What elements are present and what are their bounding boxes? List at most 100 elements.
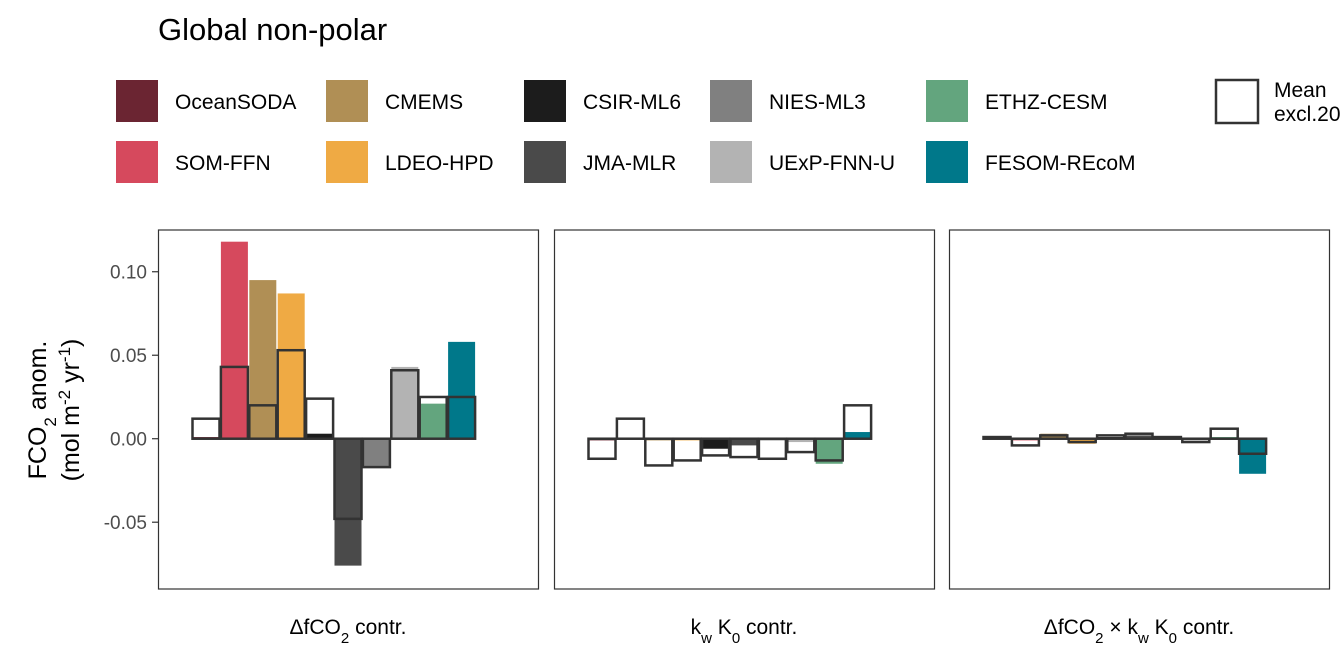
legend-swatch-oceansoda	[116, 80, 158, 122]
legend-swatch-ldeo-hpd	[326, 141, 368, 183]
mean-bar-csir-ml6	[304, 397, 335, 440]
legend-item-jma-mlr: JMA-MLR	[524, 141, 676, 183]
panel-3: ΔfCO2 × kw K0 contr.	[948, 229, 1331, 647]
bar-csir-ml6	[702, 438, 730, 449]
mean-bar-nies-ml3	[361, 437, 392, 469]
legend-label-ldeo-hpd: LDEO-HPD	[385, 152, 494, 175]
panel-mean-bars	[982, 427, 1268, 455]
legend: OceanSODA SOM-FFN CMEMS LDEO-HPD CSIR-ML6 JMA…	[116, 78, 1341, 183]
mean-bar-uexp-fnn-u	[786, 437, 816, 454]
mean-bar-uexp-fnn-u	[1181, 437, 1211, 444]
mean-bar-oceansoda	[982, 435, 1012, 440]
y-axis-label-units: (mol m-2 yr-1)	[55, 339, 86, 482]
mean-bar-som-ffn	[1010, 437, 1041, 447]
y-axis-label: FCO2 anom.	[24, 341, 60, 480]
mean-bar-jma-mlr	[729, 437, 759, 459]
y-tick-label: 0.05	[110, 346, 147, 367]
legend-label-mean-line2: excl.20	[1274, 103, 1341, 126]
legend-label-ethz-cesm: ETHZ-CESM	[985, 91, 1108, 114]
mean-bar-oceansoda	[191, 417, 221, 440]
mean-bar-ethz-cesm	[1209, 427, 1239, 440]
mean-bar-nies-ml3	[757, 437, 788, 461]
legend-item-cmems: CMEMS	[326, 80, 463, 122]
mean-bar-nies-ml3	[1152, 435, 1183, 440]
legend-item-nies-ml3: NIES-ML3	[710, 80, 866, 122]
mean-bar-uexp-fnn-u	[390, 369, 420, 440]
mean-bar-jma-mlr	[333, 437, 363, 521]
panel-frame	[948, 229, 1331, 590]
panel-frame	[553, 229, 936, 590]
mean-bar-fesom-recom	[1237, 437, 1268, 455]
mean-bar-csir-ml6	[700, 437, 731, 457]
mean-bar-cmems	[248, 404, 278, 440]
panel-label: kw K0 contr.	[691, 616, 798, 647]
legend-swatch-fesom-recom	[926, 141, 968, 183]
legend-swatch-som-ffn	[116, 141, 158, 183]
panels: ΔfCO2 contr. kw K0 contr. ΔfCO2 × kw K0 co…	[157, 229, 1331, 647]
legend-label-jma-mlr: JMA-MLR	[583, 152, 676, 175]
legend-label-nies-ml3: NIES-ML3	[769, 91, 866, 114]
mean-bar-fesom-recom	[842, 404, 873, 440]
legend-item-oceansoda: OceanSODA	[116, 80, 296, 122]
panel-1: ΔfCO2 contr.	[157, 229, 540, 647]
legend-item-ethz-cesm: ETHZ-CESM	[926, 80, 1108, 122]
bar-ldeo-hpd	[277, 293, 305, 439]
bar-fesom-recom	[448, 341, 476, 439]
y-axis: -0.05 0.00 0.05 0.10 FCO2 anom.(mol m-2 yr-1…	[24, 263, 158, 534]
legend-swatch-jma-mlr	[524, 141, 566, 183]
legend-label-oceansoda: OceanSODA	[175, 91, 296, 114]
mean-bar-ldeo-hpd	[672, 437, 702, 462]
mean-bar-jma-mlr	[1124, 432, 1154, 440]
mean-bar-csir-ml6	[1095, 434, 1126, 440]
bar-som-ffn	[220, 241, 248, 439]
mean-bar-oceansoda	[587, 437, 617, 461]
mean-bar-fesom-recom	[446, 395, 477, 440]
y-tick-label: -0.05	[104, 513, 147, 534]
legend-swatch-ethz-cesm	[926, 80, 968, 122]
legend-item-som-ffn: SOM-FFN	[116, 141, 271, 183]
bar-cmems	[249, 280, 277, 439]
panel-2: kw K0 contr.	[553, 229, 936, 647]
mean-bar-ldeo-hpd	[1067, 437, 1097, 444]
mean-bar-ethz-cesm	[814, 437, 844, 462]
legend-swatch-cmems	[326, 80, 368, 122]
legend-item-fesom-recom: FESOM-REcoM	[926, 141, 1136, 183]
y-tick-label: 0.10	[110, 263, 147, 284]
bar-ethz-cesm	[419, 403, 447, 439]
legend-label-cmems: CMEMS	[385, 91, 463, 114]
panel-label: ΔfCO2 contr.	[290, 616, 407, 647]
bar-uexp-fnn-u	[787, 438, 815, 443]
mean-bar-som-ffn	[219, 365, 250, 440]
legend-item-ldeo-hpd: LDEO-HPD	[326, 141, 494, 183]
panel-bars	[192, 241, 476, 566]
bar-nies-ml3	[362, 438, 390, 468]
legend-swatch-uexp-fnn-u	[710, 141, 752, 183]
bar-uexp-fnn-u	[391, 366, 419, 439]
legend-swatch-nies-ml3	[710, 80, 752, 122]
mean-bar-ethz-cesm	[418, 395, 448, 440]
y-tick-label: 0.00	[110, 430, 147, 451]
legend-label-csir-ml6: CSIR-ML6	[583, 91, 681, 114]
panel-label: ΔfCO2 × kw K0 contr.	[1044, 616, 1234, 647]
mean-bar-cmems	[1039, 434, 1069, 440]
legend-label-fesom-recom: FESOM-REcoM	[985, 152, 1136, 175]
panel-mean-bars	[587, 404, 873, 467]
mean-bar-ldeo-hpd	[276, 348, 306, 440]
legend-label-mean-line1: Mean	[1274, 79, 1327, 102]
bar-jma-mlr	[334, 438, 362, 566]
bar-fesom-recom	[1239, 438, 1267, 474]
legend-swatch-csir-ml6	[524, 80, 566, 122]
legend-item-uexp-fnn-u: UExP-FNN-U	[710, 141, 895, 183]
bar-jma-mlr	[730, 438, 758, 446]
legend-item-csir-ml6: CSIR-ML6	[524, 80, 681, 122]
bar-csir-ml6	[306, 433, 334, 439]
legend-label-uexp-fnn-u: UExP-FNN-U	[769, 152, 895, 175]
legend-swatch-mean	[1214, 78, 1260, 125]
bar-jma-mlr	[1125, 435, 1153, 439]
panel-mean-bars	[191, 348, 477, 521]
bar-fesom-recom	[844, 432, 872, 439]
mean-bar-cmems	[644, 437, 674, 467]
mean-bar-som-ffn	[615, 417, 646, 440]
